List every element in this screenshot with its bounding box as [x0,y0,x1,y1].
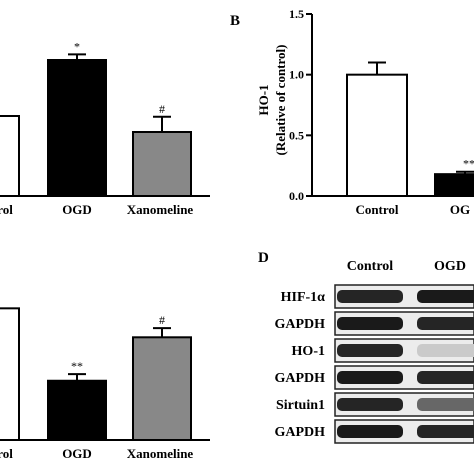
blot-band-row4-lane1 [417,398,474,411]
panel-b-ylabel: HO-1 (Relative of control) [256,45,288,156]
significance-mark-ogd: * [74,39,80,53]
lane-header-control: Control [347,259,394,274]
blot-band-row3-lane1 [417,371,474,384]
blot-band-row1-lane0 [337,317,403,330]
blot-band-row2-lane0 [337,344,403,357]
bar-xanomeline [132,336,192,441]
x-tick-label-control: rol [0,446,13,461]
blot-band-row0-lane0 [337,290,403,303]
x-tick-label-ogd: OGD [62,202,92,217]
panel-d-label: D [258,250,269,266]
panel-a-bar-chart: rol * OGD # Xanomeline [0,39,210,217]
bar-ogd [434,173,474,198]
significance-mark-ogd: ** [71,359,83,373]
significance-mark-xanomeline: # [159,313,165,327]
panel-b-bar-chart: B HO-1 (Relative of control) Control ** OG… [230,7,474,217]
significance-mark-ogd: ** [463,157,474,171]
blot-row-label-0: HIF-1α [281,290,326,305]
blot-band-row0-lane1 [417,290,474,303]
x-tick-label-ogd: OG [450,202,470,217]
blot-band-row5-lane1 [417,425,474,438]
panel-c-bar-chart: rol ** OGD # Xanomeline [0,307,210,461]
panel-b-ylabel-line2: (Relative of control) [273,45,288,156]
blot-row-label-1: GAPDH [274,317,325,332]
y-tick-label-2: 1.0 [289,68,304,82]
blot-row-label-5: GAPDH [274,425,325,440]
bar-ogd [47,59,107,197]
bar-control [0,115,20,197]
x-tick-label-ogd: OGD [62,446,92,461]
y-tick-label-3: 1.5 [289,7,304,21]
y-tick-label-0: 0.0 [289,189,304,203]
blot-band-row3-lane0 [337,371,403,384]
blot-band-row1-lane1 [417,317,474,330]
bar-control [346,73,408,197]
x-tick-label-xanomeline: Xanomeline [127,446,194,461]
x-tick-label-control: rol [0,202,13,217]
significance-mark-xanomeline: # [159,102,165,116]
blot-row-label-3: GAPDH [274,371,325,386]
panel-b-ylabel-line1: HO-1 [256,84,271,115]
blot-row-label-2: HO-1 [292,344,325,359]
lane-header-ogd: OGD [434,259,466,274]
x-tick-label-xanomeline: Xanomeline [127,202,194,217]
blot-band-row5-lane0 [337,425,403,438]
blot-band-row2-lane1 [417,344,474,357]
x-tick-label-control: Control [355,202,398,217]
y-tick-label-1: 0.5 [289,128,304,142]
blot-band-row4-lane0 [337,398,403,411]
bar-xanomeline [132,131,192,197]
bar-control [0,307,20,442]
blot-row-label-4: Sirtuin1 [276,398,325,413]
panel-b-label: B [230,13,240,29]
bar-ogd [47,379,107,441]
panel-d-western-blot: D Control OGD HIF-1α GAPDH HO-1 GAPDH Sirtuin1… [258,250,474,444]
